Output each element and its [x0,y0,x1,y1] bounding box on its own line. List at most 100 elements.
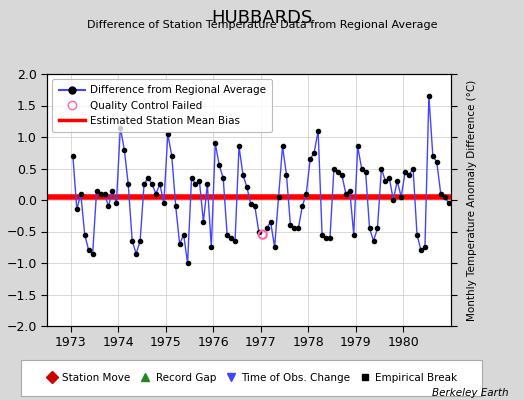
Legend: Station Move, Record Gap, Time of Obs. Change, Empirical Break: Station Move, Record Gap, Time of Obs. C… [42,370,461,386]
Point [243,184,251,191]
Point [294,225,302,232]
Point [393,178,401,184]
Point [263,225,271,232]
Point [183,260,192,266]
Point [354,143,362,150]
Point [270,244,279,250]
Point [436,190,445,197]
Point [144,175,152,181]
Point [104,203,113,210]
Point [219,175,227,181]
Point [381,178,389,184]
Point [250,203,259,210]
Point [69,153,77,159]
Point [350,232,358,238]
Point [152,190,160,197]
Point [346,187,354,194]
Point [334,168,342,175]
Point [148,181,156,188]
Point [290,225,299,232]
Y-axis label: Monthly Temperature Anomaly Difference (°C): Monthly Temperature Anomaly Difference (… [466,79,477,321]
Point [235,143,243,150]
Point [369,238,378,244]
Point [171,203,180,210]
Point [286,222,294,228]
Point [84,247,93,254]
Point [247,201,255,208]
Point [314,128,322,134]
Point [227,234,235,241]
Point [389,197,398,203]
Point [429,153,437,159]
Point [377,165,386,172]
Point [385,175,394,181]
Text: Berkeley Earth: Berkeley Earth [432,388,508,398]
Point [140,181,148,188]
Point [362,168,370,175]
Point [168,153,176,159]
Point [77,190,85,197]
Point [132,250,140,257]
Point [203,181,212,188]
Point [444,200,453,206]
Point [108,187,117,194]
Point [405,172,413,178]
Point [239,172,247,178]
Point [306,156,314,162]
Point [255,228,263,235]
Point [156,181,164,188]
Point [223,232,231,238]
Text: Difference of Station Temperature Data from Regional Average: Difference of Station Temperature Data f… [87,20,437,30]
Point [231,238,239,244]
Point [302,190,310,197]
Point [267,219,275,225]
Point [417,247,425,254]
Point [365,225,374,232]
Point [124,181,133,188]
Point [81,232,89,238]
Point [401,168,409,175]
Point [409,165,417,172]
Point [424,93,433,99]
Point [298,203,307,210]
Point [195,178,204,184]
Point [278,143,287,150]
Point [92,187,101,194]
Point [112,200,121,206]
Point [215,162,223,168]
Point [211,140,220,146]
Point [318,232,326,238]
Point [275,194,283,200]
Point [136,238,144,244]
Legend: Difference from Regional Average, Quality Control Failed, Estimated Station Mean: Difference from Regional Average, Qualit… [52,79,272,132]
Point [413,232,421,238]
Point [199,219,208,225]
Point [188,175,196,181]
Point [160,200,168,206]
Point [441,194,449,200]
Text: HUBBARDS: HUBBARDS [211,9,313,27]
Point [337,172,346,178]
Point [176,241,184,247]
Point [330,165,338,172]
Point [258,232,267,238]
Point [128,238,136,244]
Point [397,194,406,200]
Point [191,181,200,188]
Point [100,190,108,197]
Point [73,206,81,213]
Point [89,250,97,257]
Point [326,234,334,241]
Point [96,190,105,197]
Point [179,232,188,238]
Point [322,234,330,241]
Point [357,165,366,172]
Point [310,150,319,156]
Point [116,124,125,131]
Point [421,244,429,250]
Point [163,131,172,137]
Point [342,190,350,197]
Point [433,159,441,166]
Point [207,244,215,250]
Point [120,146,128,153]
